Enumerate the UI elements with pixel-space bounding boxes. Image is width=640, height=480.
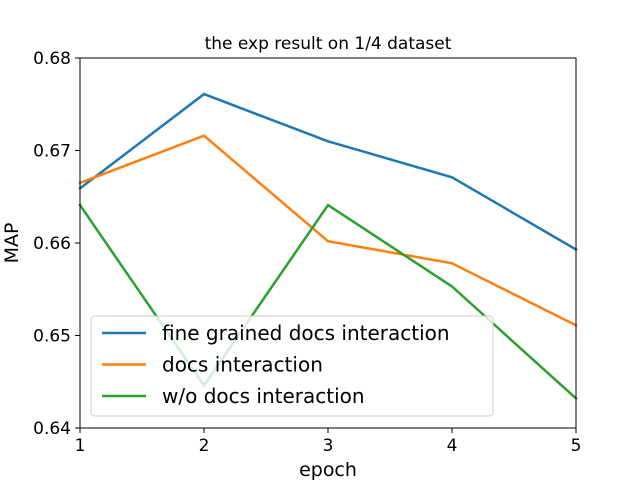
legend-box: [90, 315, 494, 417]
series-line-1: [78, 134, 578, 327]
legend-label-2: w/o docs interaction: [162, 384, 365, 408]
x-tick-label: 1: [75, 436, 86, 456]
y-tick-label: 0.67: [33, 142, 71, 162]
legend: fine grained docs interaction docs intera…: [90, 315, 494, 417]
x-tick-label: 5: [571, 436, 582, 456]
legend-label-0: fine grained docs interaction: [162, 321, 450, 345]
x-tick-label: 4: [447, 436, 458, 456]
x-tick-label: 3: [323, 436, 334, 456]
series-line-0: [78, 92, 578, 252]
x-tick-label: 2: [199, 436, 210, 456]
y-tick-label: 0.68: [33, 49, 71, 69]
y-tick-label: 0.64: [33, 419, 71, 439]
x-axis-label: epoch: [299, 459, 357, 480]
legend-items: fine grained docs interaction docs intera…: [102, 321, 450, 408]
x-axis-ticks: 1 2 3 4 5: [75, 428, 582, 456]
y-tick-label: 0.66: [33, 234, 71, 254]
y-axis-ticks: 0.64 0.65 0.66 0.67 0.68: [33, 49, 80, 439]
y-tick-label: 0.65: [33, 327, 71, 347]
legend-label-1: docs interaction: [162, 353, 323, 377]
chart-title: the exp result on 1/4 dataset: [205, 34, 452, 54]
y-axis-label: MAP: [1, 223, 23, 264]
